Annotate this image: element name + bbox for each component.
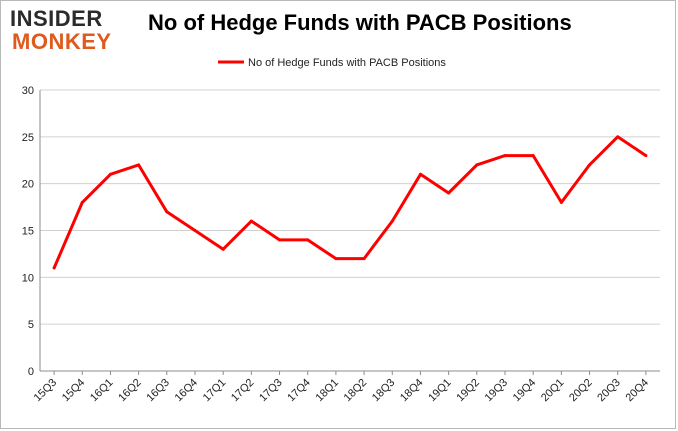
y-tick-label: 30	[22, 85, 34, 97]
x-tick-label: 16Q1	[88, 377, 116, 405]
data-point	[306, 238, 310, 242]
data-point	[390, 219, 394, 223]
x-tick-label: 17Q1	[201, 377, 229, 405]
data-point	[588, 163, 592, 167]
data-point	[503, 154, 507, 158]
data-point	[52, 266, 56, 270]
x-tick-label: 19Q1	[426, 377, 454, 405]
data-point	[418, 172, 422, 176]
x-tick-label: 20Q2	[567, 377, 595, 405]
data-point	[475, 163, 479, 167]
x-tick-label: 19Q3	[483, 377, 511, 405]
legend-label: No of Hedge Funds with PACB Positions	[248, 57, 446, 69]
data-point	[278, 238, 282, 242]
x-tick-label: 20Q3	[595, 377, 623, 405]
data-point	[221, 247, 225, 251]
x-tick-label: 18Q3	[370, 377, 398, 405]
x-tick-label: 19Q2	[454, 377, 482, 405]
data-point	[334, 257, 338, 261]
data-point	[137, 163, 141, 167]
x-tick-label: 15Q3	[32, 377, 60, 405]
logo-line-2: MONKEY	[12, 29, 112, 54]
data-point	[80, 200, 84, 204]
insider-monkey-logo: INSIDER MONKEY	[8, 6, 128, 54]
x-tick-label: 17Q2	[229, 377, 257, 405]
data-point	[644, 154, 648, 158]
x-tick-label: 18Q2	[342, 377, 370, 405]
x-tick-label: 17Q3	[257, 377, 285, 405]
logo-line-1: INSIDER	[10, 6, 103, 31]
x-tick-label: 15Q4	[60, 377, 88, 405]
series-line	[52, 135, 647, 269]
y-tick-label: 15	[22, 226, 34, 238]
x-tick-label: 18Q1	[314, 377, 342, 405]
y-tick-label: 0	[28, 366, 34, 378]
data-point	[362, 257, 366, 261]
x-tick-label: 16Q3	[144, 377, 172, 405]
data-point	[531, 154, 535, 158]
data-point	[249, 219, 253, 223]
data-point	[616, 135, 620, 139]
data-point	[559, 200, 563, 204]
y-tick-label: 20	[22, 179, 34, 191]
x-tick-label: 18Q4	[398, 377, 426, 405]
x-tick-label: 20Q4	[624, 377, 652, 405]
y-tick-label: 25	[22, 132, 34, 144]
data-point	[108, 172, 112, 176]
chart-title: No of Hedge Funds with PACB Positions	[148, 10, 572, 35]
data-point	[447, 191, 451, 195]
x-tick-label: 19Q4	[511, 377, 539, 405]
x-tick-label: 16Q4	[173, 377, 201, 405]
data-point	[165, 210, 169, 214]
data-point	[193, 229, 197, 232]
x-tick-label: 20Q1	[539, 377, 567, 405]
y-tick-label: 5	[28, 319, 34, 331]
y-tick-label: 10	[22, 272, 34, 284]
x-tick-label: 16Q2	[116, 377, 144, 405]
x-tick-label: 17Q4	[285, 377, 313, 405]
